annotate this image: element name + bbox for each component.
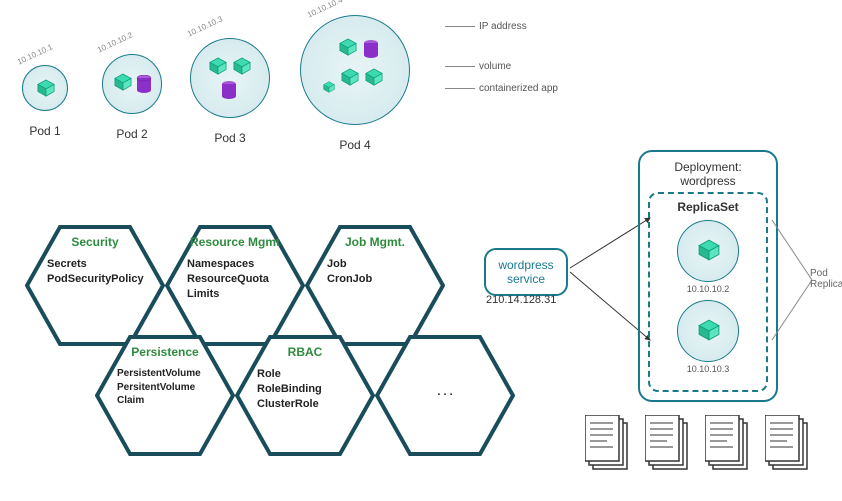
pod-replica [677, 300, 739, 362]
pod-label: Pod 4 [300, 138, 410, 152]
hexagon-grid: Security SecretsPodSecurityPolicy Resour… [5, 225, 480, 495]
document-icon [765, 415, 813, 475]
cube-icon [339, 38, 357, 56]
document-icon [585, 415, 633, 475]
hex-body: SecretsPodSecurityPolicy [47, 257, 143, 287]
pod-replicas-label: Pod Replicas [810, 268, 842, 290]
deployment-box: Deployment: wordpress ReplicaSet 10.10.1… [638, 150, 778, 402]
cube-icon [698, 239, 720, 261]
hex-title: Job Mgmt. [305, 235, 445, 249]
pod-3: 10.10.10.3 Pod 3 [190, 38, 270, 145]
pod-ip: 10.10.10.2 [96, 30, 134, 54]
document-icon [645, 415, 693, 475]
pod-ip: 10.10.10.1 [16, 42, 54, 66]
hex-rbac: RBAC RoleRoleBindingClusterRole [235, 335, 375, 456]
hex-title: Security [25, 235, 165, 249]
replica-ip: 10.10.10.2 [664, 284, 752, 294]
pod-2: 10.10.10.2 Pod 2 [102, 54, 162, 141]
deployment-diagram: wordpress service 210.14.128.31 Deployme… [490, 150, 840, 400]
cylinder-icon [363, 40, 379, 58]
hex-title: RBAC [235, 345, 375, 359]
cube-icon [37, 79, 55, 97]
cube-icon [698, 319, 720, 341]
hex-persistence: Persistence PersistentVolumePersitentVol… [95, 335, 235, 456]
hex-body: NamespacesResourceQuotaLimits [187, 257, 283, 302]
pod-4: 10.10.10.4 Pod 4 [300, 15, 410, 152]
cube-icon [209, 57, 227, 75]
hex-resource-mgmt: Resource Mgmt NamespacesResourceQuotaLim… [165, 225, 305, 346]
pod-label: Pod 3 [190, 131, 270, 145]
hex-body: PersistentVolumePersitentVolumeClaim [117, 367, 213, 408]
pod-replica [677, 220, 739, 282]
cube-icon [341, 68, 359, 86]
pod-1: 10.10.10.1 Pod 1 [22, 65, 68, 138]
hex-security: Security SecretsPodSecurityPolicy [25, 225, 165, 346]
hex-body: JobCronJob [327, 257, 423, 287]
service-ip: 210.14.128.31 [486, 294, 556, 306]
legend: IP address volume containerized app [445, 15, 558, 99]
hex-title: Resource Mgmt [165, 235, 305, 249]
replica-ip: 10.10.10.3 [664, 364, 752, 374]
cylinder-icon [221, 81, 237, 99]
document-icon [705, 415, 753, 475]
documents-row [585, 415, 813, 475]
hex-job-mgmt: Job Mgmt. JobCronJob [305, 225, 445, 346]
hex-body: RoleRoleBindingClusterRole [257, 367, 353, 412]
legend-app: containerized app [479, 83, 558, 94]
pod-ip: 10.10.10.3 [186, 14, 224, 38]
pod-label: Pod 1 [22, 124, 68, 138]
cube-icon [365, 68, 383, 86]
pod-label: Pod 2 [102, 127, 162, 141]
pods-diagram: 10.10.10.1 Pod 1 10.10.10.2 Pod 2 10.10.… [10, 10, 440, 180]
cube-icon [114, 73, 132, 91]
cube-icon [323, 80, 335, 92]
replicaset-box: ReplicaSet 10.10.10.2 10.10.10.3 [648, 192, 768, 392]
replicaset-title: ReplicaSet [664, 200, 752, 214]
service-label: wordpress service [498, 258, 553, 286]
hex-title: Persistence [95, 345, 235, 359]
service-box: wordpress service [484, 248, 568, 296]
legend-volume: volume [479, 61, 511, 72]
cylinder-icon [136, 75, 152, 93]
deployment-title: Deployment: wordpress [648, 160, 768, 188]
cube-icon [233, 57, 251, 75]
legend-ip: IP address [479, 21, 527, 32]
